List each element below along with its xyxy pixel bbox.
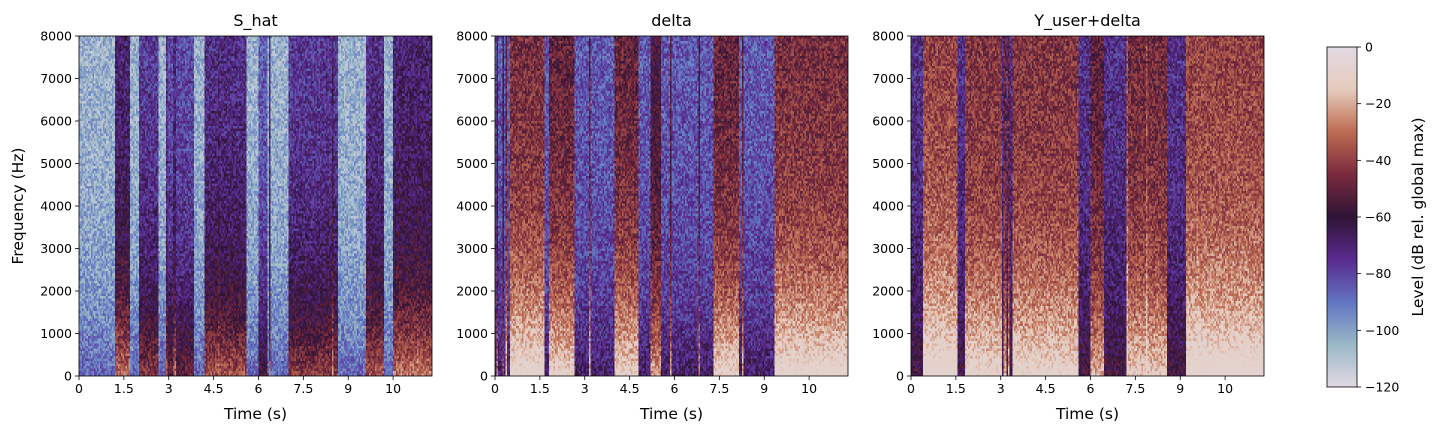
y-tick-label: 6000 <box>40 114 72 129</box>
x-tick-label: 7.5 <box>293 381 313 396</box>
x-tick-label: 4.5 <box>204 381 224 396</box>
x-tick-label: 0 <box>907 381 915 396</box>
panel-s_hat: S_hat 0 1.5 3 4.5 6 7.5 9 10 0 1000 2000 3000 4000 500… <box>9 11 433 423</box>
colorbar: 0 −20 −40 −60 −80 −100 −120 Level (dB rel. glob… <box>1326 40 1427 395</box>
y-tick-label: 1000 <box>872 326 904 341</box>
spectrogram-image <box>495 36 848 376</box>
x-tick-label: 3 <box>581 381 589 396</box>
y-tick-label: 1000 <box>456 326 488 341</box>
y-tick-label: 8000 <box>872 29 904 44</box>
x-tick-label: 10 <box>801 381 817 396</box>
y-tick-label: 4000 <box>872 199 904 214</box>
y-tick-label: 3000 <box>872 241 904 256</box>
spectrogram-image <box>911 36 1264 376</box>
y-tick-label: 3000 <box>456 241 488 256</box>
x-tick-label: 3 <box>997 381 1005 396</box>
y-tick-label: 2000 <box>456 284 488 299</box>
colorbar-tick-label: −40 <box>1365 153 1391 168</box>
y-tick-label: 3000 <box>40 241 72 256</box>
x-tick-label: 4.5 <box>1036 381 1056 396</box>
x-tick-label: 10 <box>1217 381 1233 396</box>
x-tick-label: 0 <box>75 381 83 396</box>
x-axis-label: Time (s) <box>639 405 703 423</box>
y-tick-label: 5000 <box>456 156 488 171</box>
y-tick-label: 4000 <box>456 199 488 214</box>
colorbar-tick-label: −80 <box>1365 266 1391 281</box>
x-tick-label: 0 <box>491 381 499 396</box>
x-axis-label: Time (s) <box>223 405 287 423</box>
y-tick-label: 7000 <box>456 71 488 86</box>
x-tick-label: 1.5 <box>114 381 134 396</box>
y-tick-label: 2000 <box>872 284 904 299</box>
y-tick-label: 7000 <box>872 71 904 86</box>
y-tick-label: 5000 <box>40 156 72 171</box>
panel-y_user_delta: Y_user+delta 0 1.5 3 4.5 6 7.5 9 10 0 1000 2000 3000… <box>872 11 1265 423</box>
x-axis-label: Time (s) <box>1055 405 1119 423</box>
x-tick-label: 6 <box>255 381 263 396</box>
y-tick-label: 6000 <box>872 114 904 129</box>
y-tick-label: 4000 <box>40 199 72 214</box>
x-tick-label: 7.5 <box>709 381 729 396</box>
colorbar-tick-label: 0 <box>1365 40 1373 55</box>
panel-delta: delta 0 1.5 3 4.5 6 7.5 9 10 0 1000 2000 3000 4000 500… <box>456 11 849 423</box>
y-tick-label: 0 <box>896 369 904 384</box>
panel-title: S_hat <box>233 11 277 31</box>
y-tick-label: 7000 <box>40 71 72 86</box>
y-tick-label: 6000 <box>456 114 488 129</box>
colorbar-tick-label: −120 <box>1365 380 1399 395</box>
colorbar-label: Level (dB rel. global max) <box>1409 117 1427 316</box>
y-tick-label: 2000 <box>40 284 72 299</box>
x-tick-label: 9 <box>760 381 768 396</box>
panel-title: Y_user+delta <box>1033 11 1141 31</box>
colorbar-tick-label: −100 <box>1365 323 1399 338</box>
colorbar-tick-label: −20 <box>1365 96 1391 111</box>
y-tick-label: 0 <box>480 369 488 384</box>
x-tick-label: 9 <box>344 381 352 396</box>
x-tick-label: 1.5 <box>946 381 966 396</box>
y-tick-label: 8000 <box>456 29 488 44</box>
y-tick-label: 0 <box>64 369 72 384</box>
x-tick-label: 3 <box>165 381 173 396</box>
x-tick-label: 4.5 <box>620 381 640 396</box>
panel-title: delta <box>651 11 692 30</box>
colorbar-fill <box>1327 47 1357 387</box>
y-tick-label: 8000 <box>40 29 72 44</box>
y-tick-label: 5000 <box>872 156 904 171</box>
x-tick-label: 9 <box>1176 381 1184 396</box>
x-tick-label: 1.5 <box>530 381 550 396</box>
y-axis-label: Frequency (Hz) <box>9 148 27 265</box>
y-tick-label: 1000 <box>40 326 72 341</box>
x-tick-label: 7.5 <box>1125 381 1145 396</box>
spectrogram-image <box>79 36 432 376</box>
x-tick-label: 10 <box>385 381 401 396</box>
x-tick-label: 6 <box>1087 381 1095 396</box>
colorbar-tick-label: −60 <box>1365 210 1391 225</box>
x-tick-label: 6 <box>671 381 679 396</box>
